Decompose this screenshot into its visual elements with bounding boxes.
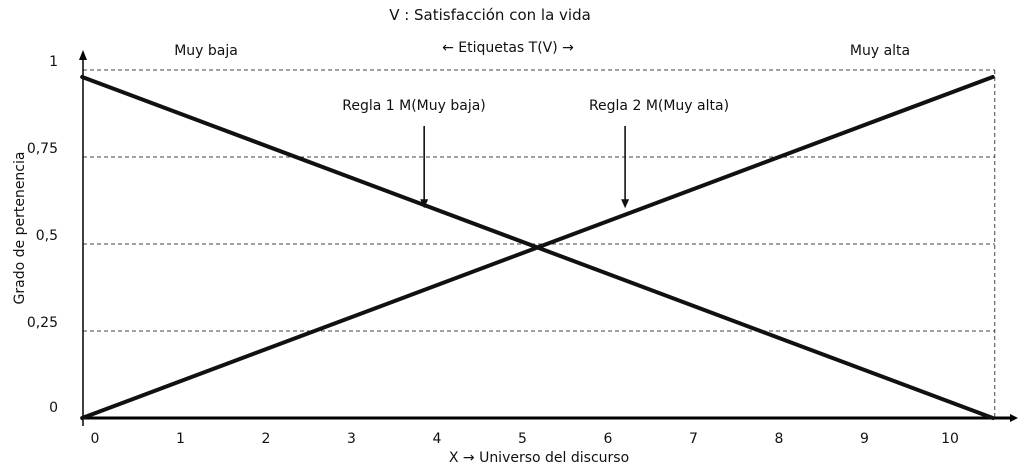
x-tick-label-10: 10 [941, 431, 959, 447]
annotation-arrowhead-1 [420, 199, 429, 209]
y-axis-label: Grado de pertenencia [12, 152, 28, 305]
y-tick-label-3: 0,75 [27, 141, 58, 157]
x-tick-label-7: 7 [689, 431, 698, 447]
series-layer [80, 74, 995, 420]
x-tick-label-2: 2 [262, 431, 271, 447]
tick-layer: 0 1 2 3 4 5 6 7 8 9 10 0 0,25 0,5 0,75 1 [27, 54, 959, 447]
grid-layer [83, 69, 996, 418]
x-axis-label: X → Universo del discurso [449, 450, 629, 466]
x-tick-label-8: 8 [775, 431, 784, 447]
annotation-label-1: Regla 1 M(Muy baja) [342, 98, 486, 114]
series-label-muy-alta: Muy alta [850, 43, 910, 59]
chart-subtitle: ← Etiquetas T(V) → [442, 40, 574, 56]
y-axis-arrowhead [79, 50, 87, 60]
x-tick-label-0: 0 [91, 431, 100, 447]
y-tick-label-2: 0,5 [36, 228, 58, 244]
annotation-layer: Regla 1 M(Muy baja) Regla 2 M(Muy alta) [342, 98, 729, 209]
series-line-muy-alta [80, 74, 995, 420]
x-tick-label-4: 4 [433, 431, 442, 447]
annotation-arrowhead-2 [621, 199, 630, 209]
x-tick-label-3: 3 [347, 431, 356, 447]
x-tick-label-9: 9 [860, 431, 869, 447]
axis-layer [79, 50, 1018, 426]
y-tick-label-4: 1 [49, 54, 58, 70]
x-tick-label-6: 6 [604, 431, 613, 447]
chart-title: V : Satisfacción con la vida [389, 6, 591, 24]
series-label-muy-baja: Muy baja [174, 43, 238, 59]
x-axis-arrowhead [1010, 414, 1018, 422]
y-tick-label-0: 0 [49, 400, 58, 416]
annotation-label-2: Regla 2 M(Muy alta) [589, 98, 729, 114]
y-tick-label-1: 0,25 [27, 315, 58, 331]
x-tick-label-1: 1 [176, 431, 185, 447]
x-tick-label-5: 5 [518, 431, 527, 447]
